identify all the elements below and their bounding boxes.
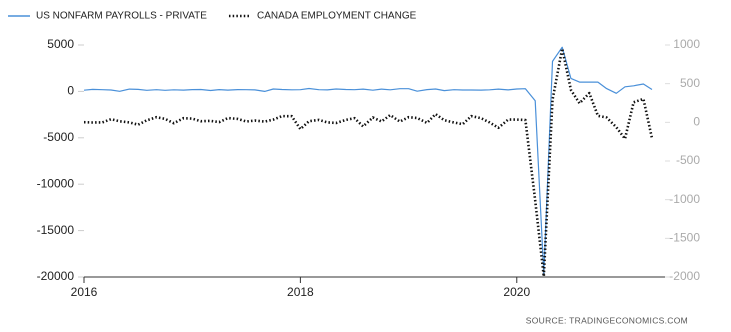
y-tick-label: 0 bbox=[67, 84, 74, 98]
y-tick-label: -5000 bbox=[43, 130, 74, 144]
y-tick-label: -10000 bbox=[37, 176, 75, 190]
y2-tick-label: -500 bbox=[676, 153, 700, 167]
y2-tick-label: 1000 bbox=[673, 37, 700, 51]
series-line bbox=[84, 47, 654, 277]
y-tick-label: -15000 bbox=[37, 223, 75, 237]
x-tick-label: 2016 bbox=[71, 285, 98, 299]
y-tick-label: 5000 bbox=[47, 37, 74, 51]
x-tick-label: 2018 bbox=[287, 285, 314, 299]
y2-tick-label: -2000 bbox=[669, 269, 700, 283]
series-line bbox=[84, 46, 653, 275]
y2-tick-label: -1000 bbox=[669, 192, 700, 206]
y2-tick-label: -1500 bbox=[669, 231, 700, 245]
legend-label: CANADA EMPLOYMENT CHANGE bbox=[257, 11, 417, 22]
legend-label: US NONFARM PAYROLLS - PRIVATE bbox=[36, 11, 207, 22]
y2-tick-label: 0 bbox=[693, 115, 700, 129]
x-tick-label: 2020 bbox=[503, 285, 530, 299]
y2-tick-label: 500 bbox=[680, 76, 700, 90]
y-tick-label: -20000 bbox=[37, 269, 75, 283]
source: SOURCE: TRADINGECONOMICS.COM bbox=[526, 315, 688, 325]
legend: US NONFARM PAYROLLS - PRIVATE CANADA EMPL… bbox=[8, 11, 417, 22]
